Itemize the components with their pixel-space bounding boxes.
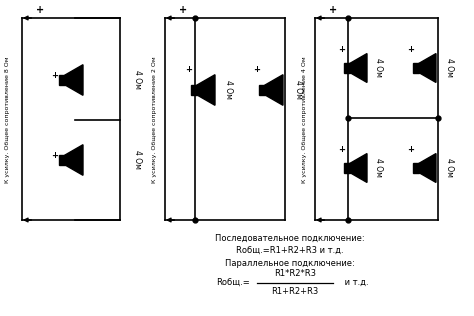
Bar bbox=[59, 75, 65, 85]
Text: Последовательное подключение:: Последовательное подключение: bbox=[215, 234, 365, 242]
Polygon shape bbox=[65, 145, 83, 175]
Bar bbox=[344, 63, 350, 73]
Text: +: + bbox=[52, 151, 58, 161]
Text: +: + bbox=[185, 65, 192, 75]
Bar bbox=[259, 85, 265, 95]
Text: +: + bbox=[36, 5, 44, 15]
Text: Параллельное подключение:: Параллельное подключение: bbox=[225, 259, 355, 269]
Text: +: + bbox=[338, 46, 346, 54]
Text: 4 Ом: 4 Ом bbox=[294, 81, 303, 100]
Text: К усилку. Общее сопротивление 4 Ом: К усилку. Общее сопротивление 4 Ом bbox=[302, 57, 308, 183]
Bar bbox=[59, 155, 65, 165]
Text: R1*R2*R3: R1*R2*R3 bbox=[274, 270, 316, 278]
Polygon shape bbox=[350, 154, 367, 182]
Text: и т.д.: и т.д. bbox=[342, 277, 368, 287]
Text: 4 Ом: 4 Ом bbox=[134, 150, 143, 169]
Text: Rобщ.=: Rобщ.= bbox=[216, 277, 250, 287]
Text: К усилку. Общее сопротивление 2 Ом: К усилку. Общее сопротивление 2 Ом bbox=[153, 57, 157, 183]
Text: +: + bbox=[408, 145, 414, 155]
Text: 4 Ом: 4 Ом bbox=[225, 81, 234, 100]
Polygon shape bbox=[197, 75, 215, 105]
Text: +: + bbox=[338, 145, 346, 155]
Polygon shape bbox=[350, 53, 367, 82]
Text: +: + bbox=[408, 46, 414, 54]
Text: 4 Ом: 4 Ом bbox=[446, 159, 455, 178]
Polygon shape bbox=[419, 53, 436, 82]
Text: +: + bbox=[254, 65, 261, 75]
Text: 4 Ом: 4 Ом bbox=[134, 70, 143, 89]
Bar bbox=[191, 85, 197, 95]
Polygon shape bbox=[265, 75, 283, 105]
Text: 4 Ом: 4 Ом bbox=[446, 58, 455, 77]
Text: +: + bbox=[52, 71, 58, 81]
Text: +: + bbox=[179, 5, 187, 15]
Polygon shape bbox=[65, 65, 83, 95]
Text: 4 Ом: 4 Ом bbox=[374, 159, 383, 178]
Bar bbox=[413, 163, 419, 173]
Text: К усилку. Общее сопротивление 8 Ом: К усилку. Общее сопротивление 8 Ом bbox=[6, 57, 10, 183]
Polygon shape bbox=[419, 154, 436, 182]
Text: +: + bbox=[329, 5, 337, 15]
Text: Rобщ.=R1+R2+R3 и т.д.: Rобщ.=R1+R2+R3 и т.д. bbox=[236, 246, 344, 254]
Text: 4 Ом: 4 Ом bbox=[374, 58, 383, 77]
Bar bbox=[344, 163, 350, 173]
Text: R1+R2+R3: R1+R2+R3 bbox=[272, 288, 319, 296]
Bar bbox=[413, 63, 419, 73]
